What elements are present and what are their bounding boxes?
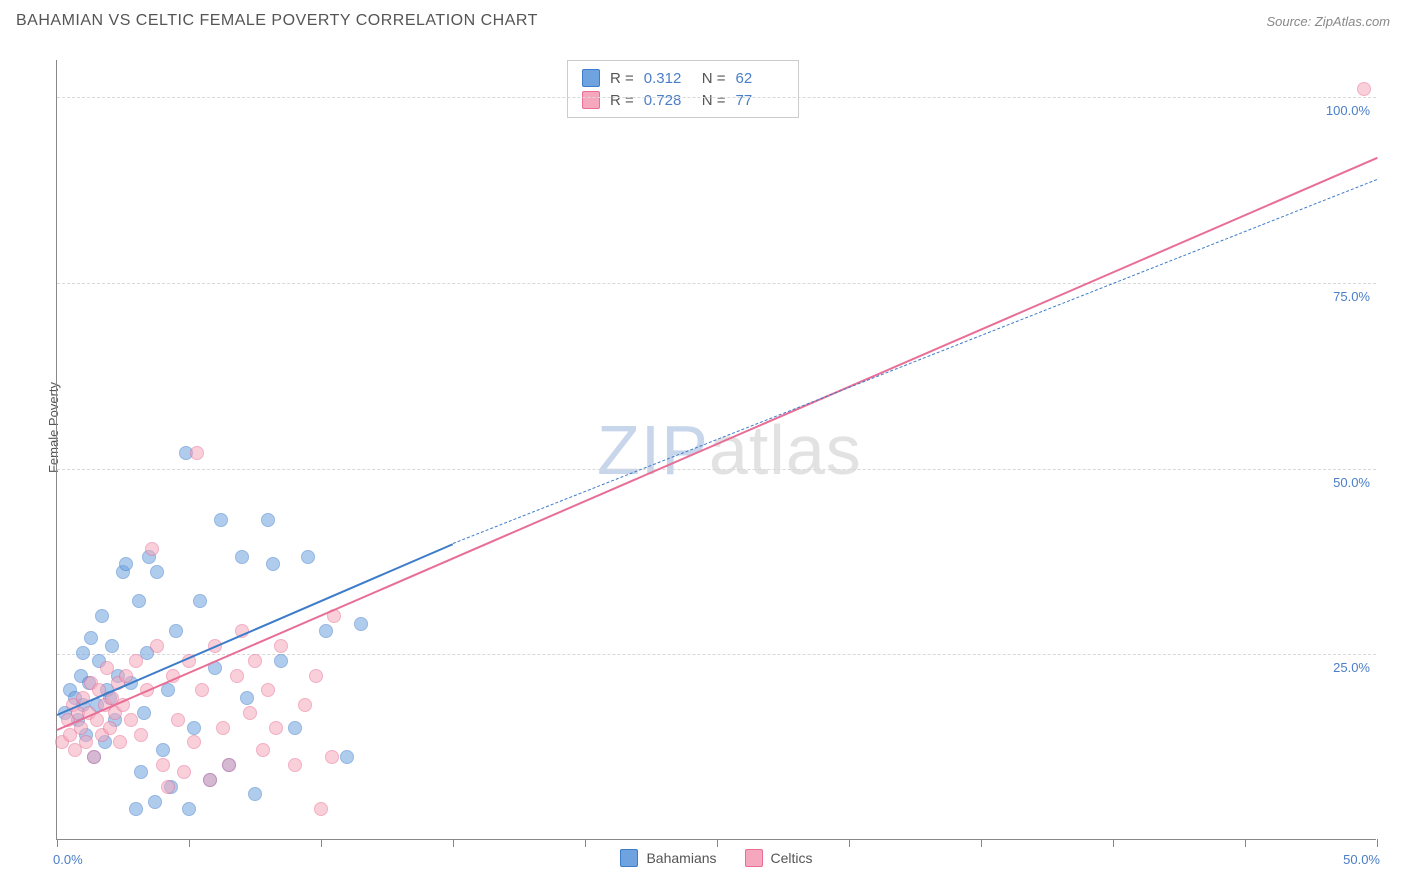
data-point [79, 735, 93, 749]
x-tick [1113, 839, 1114, 847]
data-point [269, 721, 283, 735]
x-tick-label-max: 50.0% [1343, 852, 1380, 867]
data-point [340, 750, 354, 764]
stats-row-bahamians: R = 0.312 N = 62 [582, 67, 784, 89]
x-tick [321, 839, 322, 847]
x-tick [189, 839, 190, 847]
data-point [100, 661, 114, 675]
chart-title: BAHAMIAN VS CELTIC FEMALE POVERTY CORREL… [16, 12, 538, 30]
data-point [1357, 82, 1371, 96]
data-point [288, 758, 302, 772]
data-point [216, 721, 230, 735]
trend-line [57, 157, 1378, 731]
swatch-celtics [582, 91, 600, 109]
data-point [134, 728, 148, 742]
plot-area: ZIPatlas R = 0.312 N = 62 R = 0.728 N = … [56, 60, 1376, 840]
data-point [148, 795, 162, 809]
data-point [150, 565, 164, 579]
chart-container: Female Poverty ZIPatlas R = 0.312 N = 62… [16, 40, 1390, 860]
data-point [248, 654, 262, 668]
data-point [105, 639, 119, 653]
data-point [325, 750, 339, 764]
data-point [169, 624, 183, 638]
data-point [190, 446, 204, 460]
data-point [145, 542, 159, 556]
x-tick [717, 839, 718, 847]
x-tick [453, 839, 454, 847]
data-point [298, 698, 312, 712]
legend-item-bahamians: Bahamians [620, 849, 716, 867]
data-point [274, 654, 288, 668]
gridline [57, 469, 1376, 470]
swatch-celtics-icon [745, 849, 763, 867]
data-point [124, 713, 138, 727]
data-point [150, 639, 164, 653]
stats-legend-box: R = 0.312 N = 62 R = 0.728 N = 77 [567, 60, 799, 118]
data-point [129, 802, 143, 816]
data-point [214, 513, 228, 527]
data-point [301, 550, 315, 564]
data-point [354, 617, 368, 631]
y-tick-label: 50.0% [1333, 475, 1370, 490]
data-point [156, 758, 170, 772]
data-point [156, 743, 170, 757]
data-point [193, 594, 207, 608]
data-point [261, 683, 275, 697]
data-point [261, 513, 275, 527]
data-point [171, 713, 185, 727]
data-point [132, 594, 146, 608]
data-point [230, 669, 244, 683]
data-point [187, 735, 201, 749]
x-tick [849, 839, 850, 847]
data-point [76, 646, 90, 660]
trend-line [453, 179, 1377, 544]
data-point [314, 802, 328, 816]
data-point [309, 669, 323, 683]
data-point [161, 780, 175, 794]
x-tick-label-min: 0.0% [53, 852, 83, 867]
gridline [57, 97, 1376, 98]
x-tick [57, 839, 58, 847]
data-point [119, 557, 133, 571]
data-point [95, 609, 109, 623]
data-point [256, 743, 270, 757]
data-point [137, 706, 151, 720]
data-point [248, 787, 262, 801]
gridline [57, 283, 1376, 284]
x-tick [585, 839, 586, 847]
data-point [203, 773, 217, 787]
swatch-bahamians [582, 69, 600, 87]
data-point [319, 624, 333, 638]
data-point [240, 691, 254, 705]
swatch-bahamians-icon [620, 849, 638, 867]
x-tick [981, 839, 982, 847]
data-point [129, 654, 143, 668]
data-point [195, 683, 209, 697]
data-point [103, 721, 117, 735]
y-tick-label: 25.0% [1333, 660, 1370, 675]
data-point [113, 735, 127, 749]
data-point [222, 758, 236, 772]
stats-row-celtics: R = 0.728 N = 77 [582, 89, 784, 111]
data-point [235, 550, 249, 564]
data-point [182, 802, 196, 816]
y-tick-label: 75.0% [1333, 289, 1370, 304]
data-point [84, 631, 98, 645]
source-attribution: Source: ZipAtlas.com [1266, 14, 1390, 29]
data-point [119, 669, 133, 683]
data-point [134, 765, 148, 779]
data-point [274, 639, 288, 653]
data-point [187, 721, 201, 735]
bottom-legend: Bahamians Celtics [57, 849, 1376, 867]
data-point [161, 683, 175, 697]
legend-item-celtics: Celtics [745, 849, 813, 867]
x-tick [1377, 839, 1378, 847]
data-point [266, 557, 280, 571]
data-point [288, 721, 302, 735]
y-tick-label: 100.0% [1326, 103, 1370, 118]
data-point [177, 765, 191, 779]
x-tick [1245, 839, 1246, 847]
data-point [243, 706, 257, 720]
data-point [87, 750, 101, 764]
